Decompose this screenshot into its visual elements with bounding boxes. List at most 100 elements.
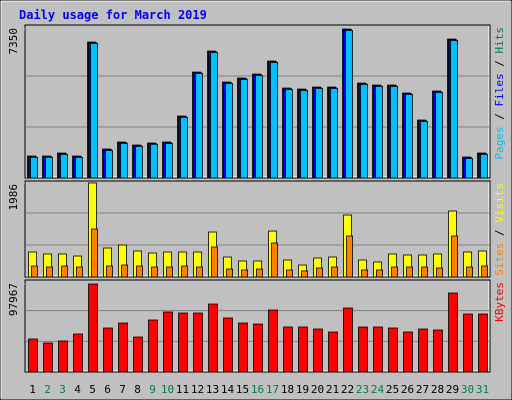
bar (88, 283, 98, 373)
x-tick-label: 19 (296, 383, 309, 396)
bar (151, 266, 158, 278)
bar (193, 312, 203, 373)
bar (375, 86, 383, 179)
x-tick-label: 29 (446, 383, 459, 396)
bar (450, 40, 458, 179)
bar (225, 83, 233, 179)
bar (180, 117, 188, 179)
bar (466, 266, 473, 278)
bar (45, 157, 53, 179)
bar (121, 264, 128, 278)
x-tick-label: 25 (386, 383, 399, 396)
bar (478, 313, 488, 373)
bar (300, 90, 308, 179)
legend-entry: Visits (493, 183, 506, 223)
x-tick-label: 20 (311, 383, 324, 396)
x-tick-label: 23 (356, 383, 369, 396)
x-tick-label: 7 (119, 383, 126, 396)
chart-title: Daily usage for March 2019 (19, 8, 207, 22)
x-tick-label: 24 (371, 383, 385, 396)
bar (405, 94, 413, 179)
bar (120, 143, 128, 179)
y-tick-label: 7350 (7, 28, 20, 55)
bar (75, 157, 83, 179)
bar (463, 313, 473, 373)
legend-entry: KBytes (493, 282, 506, 322)
bar (178, 312, 188, 373)
x-tick-label: 10 (161, 383, 174, 396)
bar (240, 79, 248, 179)
x-tick-label: 17 (266, 383, 279, 396)
x-tick-label: 13 (206, 383, 219, 396)
bar (28, 338, 38, 373)
bar (358, 326, 368, 373)
x-tick-label: 30 (461, 383, 474, 396)
bar (346, 235, 353, 278)
legend-entry: Hits (493, 27, 506, 54)
bar (30, 157, 38, 179)
bar (208, 303, 218, 373)
legend-separator: / (493, 107, 506, 127)
bar (316, 267, 323, 278)
bar (388, 327, 398, 373)
bar (465, 158, 473, 179)
bar (345, 30, 353, 179)
bar (361, 269, 368, 278)
x-tick-label: 26 (401, 383, 414, 396)
bar (103, 327, 113, 373)
bar (433, 329, 443, 373)
legend-entry: Sites (493, 243, 506, 276)
bar (163, 311, 173, 373)
x-tick-label: 14 (221, 383, 235, 396)
legend-separator: / (493, 223, 506, 243)
x-tick-label: 2 (44, 383, 51, 396)
bar (210, 52, 218, 179)
x-tick-label: 9 (149, 383, 156, 396)
bar (136, 265, 143, 278)
x-tick-label: 3 (59, 383, 66, 396)
bar (196, 266, 203, 278)
bar (255, 75, 263, 179)
bar (150, 144, 158, 179)
bar (76, 266, 83, 278)
x-tick-label: 5 (89, 383, 96, 396)
bar (343, 307, 353, 373)
bar (256, 268, 263, 278)
bar (46, 266, 53, 278)
legend: Pages / Files / Hits (493, 27, 506, 160)
bar (226, 268, 233, 278)
bar (43, 342, 53, 373)
x-tick-label: 1 (29, 383, 36, 396)
bar (328, 331, 338, 373)
bar (181, 265, 188, 278)
bar (376, 269, 383, 278)
bar (391, 266, 398, 278)
bar (283, 326, 293, 373)
bar (390, 86, 398, 179)
bar (451, 235, 458, 278)
bar (165, 143, 173, 179)
bar (135, 146, 143, 179)
bar (421, 266, 428, 278)
bar (330, 88, 338, 179)
bar (238, 322, 248, 373)
x-tick-label: 8 (134, 383, 141, 396)
bar (211, 246, 218, 278)
bar (480, 154, 488, 179)
bar (106, 265, 113, 278)
bar (223, 317, 233, 373)
bar (195, 73, 203, 179)
legend: KBytes (493, 282, 506, 322)
bar (31, 265, 38, 278)
legend-entry: Files (493, 73, 506, 106)
x-tick-label: 21 (326, 383, 339, 396)
x-tick-label: 6 (104, 383, 111, 396)
bar (448, 292, 458, 373)
bar (301, 270, 308, 278)
x-tick-label: 15 (236, 383, 249, 396)
bar (360, 84, 368, 179)
x-tick-label: 22 (341, 383, 354, 396)
x-tick-label: 16 (251, 383, 264, 396)
bar (420, 121, 428, 179)
